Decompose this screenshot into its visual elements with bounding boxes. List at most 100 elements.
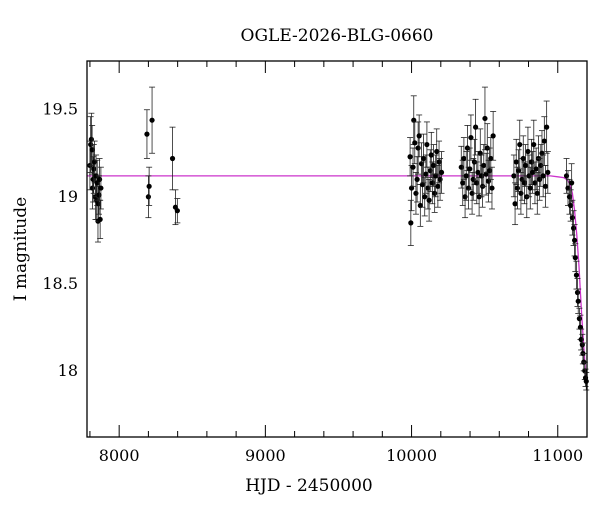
tick-labels: 8000 9000 10000 11000 18 18.5 19 19.5 — [42, 100, 583, 465]
point-marker — [583, 378, 589, 384]
data-point — [540, 154, 547, 198]
point-marker — [169, 155, 176, 162]
point-marker — [575, 298, 581, 304]
point-marker — [414, 176, 420, 182]
point-marker — [570, 225, 577, 231]
point-marker — [545, 169, 551, 176]
point-marker — [430, 162, 437, 169]
point-marker — [426, 197, 432, 203]
y-tick-label: 18.5 — [42, 274, 78, 293]
point-marker — [463, 173, 469, 179]
point-marker — [416, 133, 422, 139]
point-marker — [412, 140, 418, 146]
data-point — [516, 119, 523, 170]
data-point — [513, 138, 520, 185]
data-point — [512, 182, 519, 226]
point-marker — [407, 154, 413, 160]
data-point — [169, 126, 176, 191]
data-point — [490, 111, 497, 161]
data-point — [583, 372, 590, 391]
point-marker — [425, 185, 431, 191]
point-marker — [525, 148, 531, 155]
y-tick-label: 19.5 — [42, 100, 78, 119]
point-marker — [460, 180, 466, 186]
chart-title: OGLE-2026-BLG-0660 — [241, 26, 434, 46]
point-marker — [88, 136, 94, 142]
data-point — [97, 199, 104, 239]
x-tick-label: 8000 — [99, 446, 140, 465]
point-marker — [481, 162, 487, 169]
data-point — [472, 98, 479, 156]
point-marker — [522, 162, 529, 169]
point-marker — [515, 168, 522, 174]
point-marker — [579, 342, 585, 348]
data-point — [415, 121, 422, 175]
point-marker — [490, 133, 496, 139]
point-marker — [461, 155, 467, 162]
data-point — [572, 243, 579, 273]
point-marker — [472, 124, 479, 130]
data-point — [463, 151, 470, 201]
point-marker — [569, 180, 575, 186]
point-marker — [95, 201, 102, 207]
data-point — [96, 158, 103, 201]
data-point — [568, 163, 575, 203]
point-marker — [578, 336, 584, 343]
data-point — [575, 288, 582, 314]
point-marker — [144, 131, 150, 137]
y-tick-label: 19 — [58, 187, 78, 206]
point-marker — [468, 134, 474, 141]
point-marker — [98, 185, 104, 191]
x-tick-label: 10000 — [386, 446, 437, 465]
point-marker — [489, 185, 495, 191]
x-axis-label: HJD - 2450000 — [245, 476, 373, 496]
point-marker — [568, 202, 574, 209]
data-point — [146, 166, 153, 206]
point-marker — [576, 316, 582, 322]
point-marker — [521, 180, 528, 186]
point-marker — [413, 190, 419, 196]
point-marker — [477, 150, 483, 156]
point-marker — [488, 155, 494, 162]
point-marker — [517, 141, 523, 148]
x-tick-label: 11000 — [532, 446, 583, 465]
point-marker — [408, 220, 414, 226]
point-marker — [577, 324, 584, 330]
point-marker — [530, 169, 536, 176]
point-marker — [571, 237, 578, 243]
point-marker — [96, 176, 103, 182]
y-axis-label: I magnitude — [11, 197, 31, 301]
data-point — [428, 131, 435, 179]
data-point — [573, 260, 580, 290]
data-point — [488, 166, 495, 210]
point-marker — [433, 173, 439, 179]
point-marker — [511, 173, 517, 179]
point-marker — [541, 138, 547, 144]
point-marker — [146, 183, 152, 189]
point-marker — [574, 289, 581, 296]
point-marker — [475, 169, 481, 176]
data-point — [577, 314, 584, 340]
axis-ticks — [89, 61, 588, 437]
point-marker — [436, 159, 442, 165]
point-marker — [408, 185, 415, 191]
point-marker — [97, 216, 103, 223]
point-marker — [569, 215, 575, 221]
point-marker — [542, 183, 549, 189]
point-marker — [469, 190, 475, 196]
data-point — [481, 86, 488, 151]
data-point — [480, 144, 487, 187]
data-point — [544, 151, 551, 194]
point-marker — [423, 171, 429, 177]
data-point — [530, 119, 537, 170]
data-point — [143, 109, 150, 159]
point-marker — [573, 272, 580, 278]
point-marker — [417, 202, 423, 209]
point-marker — [91, 166, 97, 172]
plot-frame — [86, 60, 588, 438]
data-point — [419, 161, 426, 208]
point-marker — [424, 141, 430, 148]
point-marker — [518, 190, 524, 196]
point-marker — [534, 190, 540, 196]
point-marker — [429, 180, 435, 186]
